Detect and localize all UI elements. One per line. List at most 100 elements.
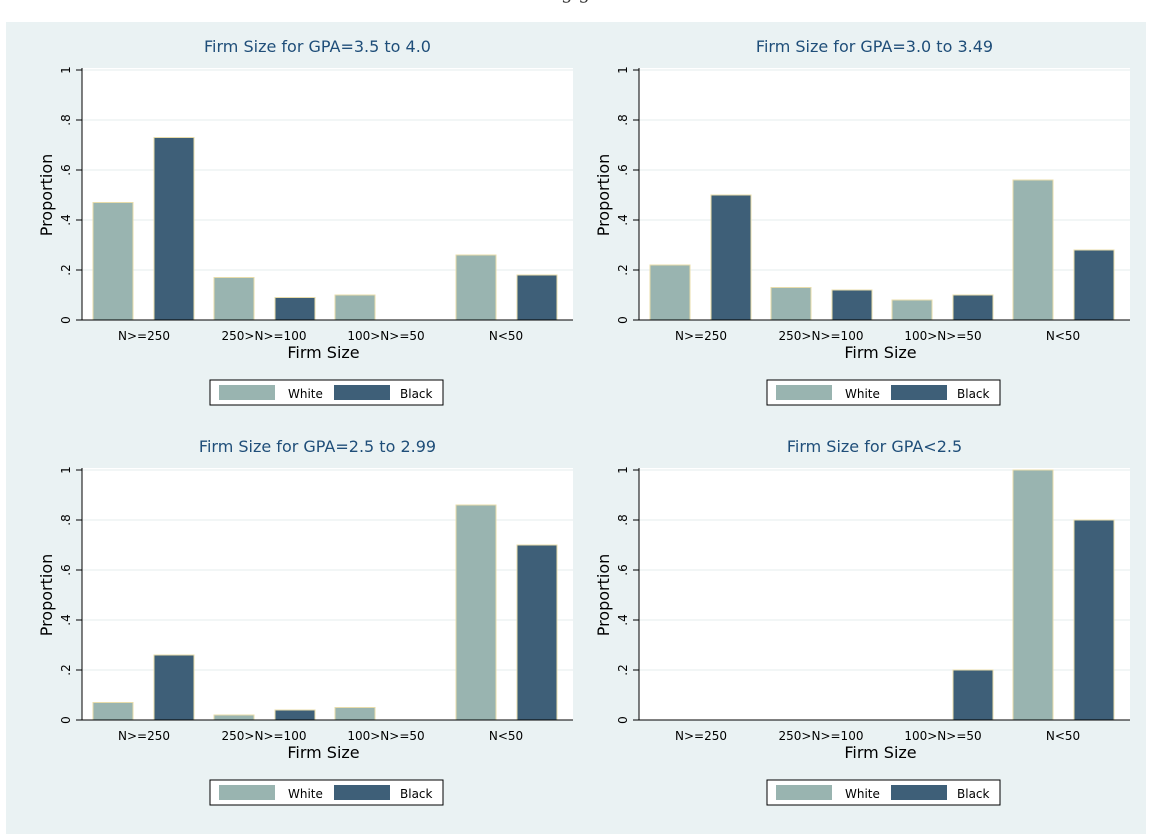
x-tick-label: 250>N>=100 [779, 729, 864, 743]
y-tick-label: 1 [59, 66, 73, 74]
bar-white-4 [1012, 469, 1054, 721]
bar-white-4 [1012, 179, 1054, 321]
bar-white-2 [770, 287, 812, 321]
bar-white-2 [213, 277, 255, 321]
y-tick-label: .4 [616, 214, 630, 225]
y-tick-label: 1 [59, 466, 73, 474]
legend-swatch-white [776, 385, 832, 400]
x-tick-label: 250>N>=100 [222, 329, 307, 343]
y-tick-label: 1 [616, 66, 630, 74]
y-tick-label: 0 [616, 316, 630, 324]
legend: White Black [766, 779, 1001, 806]
legend-label-black: Black [400, 787, 433, 801]
y-tick-label: .8 [59, 514, 73, 525]
x-tick-label: N>=250 [675, 329, 727, 343]
y-tick-label: .2 [616, 664, 630, 675]
x-tick-label: N>=250 [118, 329, 170, 343]
y-tick-label: .2 [59, 264, 73, 275]
chart-panel-1: Firm Size for GPA=3.5 to 4.0 0 .2 .4 .6 .8 1 Pr… [37, 37, 573, 406]
legend-swatch-white [219, 785, 275, 800]
plot-area [639, 468, 1130, 720]
bar-black-2 [274, 297, 316, 321]
x-tick-label: N<50 [1046, 729, 1080, 743]
chart-panel-3: Firm Size for GPA=2.5 to 2.99 0 .2 .4 .6 .8 1 P… [37, 437, 573, 806]
y-tick-label: .2 [616, 264, 630, 275]
y-tick-label: .6 [616, 564, 630, 575]
bar-white-4 [455, 504, 497, 721]
bar-black-4 [516, 274, 558, 321]
x-tick-label: 250>N>=100 [222, 729, 307, 743]
cut-off-figure-title: g g [0, 0, 1151, 4]
legend: White Black [766, 379, 1001, 406]
legend-swatch-white [219, 385, 275, 400]
bar-black-3 [952, 294, 994, 321]
legend-label-black: Black [957, 787, 990, 801]
chart-figure: Firm Size for GPA=3.5 to 4.0 0 .2 .4 .6 .8 1 Pr… [6, 22, 1146, 834]
legend-label-white: White [845, 387, 880, 401]
x-axis-label: Firm Size [287, 743, 359, 762]
y-tick-label: 0 [616, 716, 630, 724]
x-tick-label: N<50 [1046, 329, 1080, 343]
x-tick-label: N>=250 [118, 729, 170, 743]
x-tick-label: N>=250 [675, 729, 727, 743]
bar-white-3 [334, 294, 376, 321]
x-axis-label: Firm Size [287, 343, 359, 362]
bar-white-2 [213, 714, 255, 721]
bar-black-2 [274, 709, 316, 721]
y-axis-label: Proportion [594, 554, 613, 637]
bar-black-2 [831, 289, 873, 321]
x-tick-label: 100>N>=50 [904, 329, 981, 343]
x-tick-label: 100>N>=50 [904, 729, 981, 743]
chart-title: Firm Size for GPA=3.0 to 3.49 [756, 37, 993, 56]
y-tick-label: 0 [59, 716, 73, 724]
y-tick-label: .6 [59, 564, 73, 575]
chart-title: Firm Size for GPA<2.5 [787, 437, 962, 456]
legend-swatch-black [891, 385, 947, 400]
bar-black-1 [710, 194, 752, 321]
y-tick-label: .6 [616, 164, 630, 175]
chart-panel-2: Firm Size for GPA=3.0 to 3.49 0 .2 .4 .6 .8 1 P… [594, 37, 1130, 406]
x-tick-label: N<50 [489, 329, 523, 343]
x-tick-label: 100>N>=50 [347, 729, 424, 743]
y-tick-label: .2 [59, 664, 73, 675]
legend-swatch-black [891, 785, 947, 800]
y-tick-label: .8 [59, 114, 73, 125]
chart-title: Firm Size for GPA=2.5 to 2.99 [199, 437, 436, 456]
chart-canvas: Firm Size for GPA=3.5 to 4.0 0 .2 .4 .6 .8 1 Pr… [37, 37, 1130, 806]
legend-swatch-black [334, 785, 390, 800]
x-axis-label: Firm Size [844, 343, 916, 362]
y-axis-label: Proportion [37, 154, 56, 237]
legend-label-black: Black [957, 387, 990, 401]
chart-panel-4: Firm Size for GPA<2.5 0 .2 .4 .6 .8 1 Proportio… [594, 437, 1130, 806]
legend-swatch-white [776, 785, 832, 800]
bar-black-4 [1073, 249, 1115, 321]
y-axis-label: Proportion [594, 154, 613, 237]
x-tick-label: N<50 [489, 729, 523, 743]
y-tick-label: .4 [59, 214, 73, 225]
legend-label-white: White [288, 787, 323, 801]
bar-black-1 [153, 654, 195, 721]
legend-label-white: White [288, 387, 323, 401]
bar-black-4 [1073, 519, 1115, 721]
bar-black-3 [952, 669, 994, 721]
chart-title: Firm Size for GPA=3.5 to 4.0 [204, 37, 431, 56]
bar-white-4 [455, 254, 497, 321]
x-axis-label: Firm Size [844, 743, 916, 762]
y-tick-label: .8 [616, 114, 630, 125]
bar-black-1 [153, 137, 195, 321]
legend-label-white: White [845, 787, 880, 801]
legend-swatch-black [334, 385, 390, 400]
bar-white-3 [334, 707, 376, 721]
bar-white-1 [649, 264, 691, 321]
y-tick-label: .6 [59, 164, 73, 175]
bar-white-3 [891, 299, 933, 321]
bar-white-1 [92, 702, 134, 721]
legend: White Black [209, 379, 444, 406]
y-tick-label: .4 [616, 614, 630, 625]
legend: White Black [209, 779, 444, 806]
bar-white-1 [92, 202, 134, 321]
y-tick-label: .8 [616, 514, 630, 525]
y-tick-label: 1 [616, 466, 630, 474]
bar-black-4 [516, 544, 558, 721]
x-tick-label: 250>N>=100 [779, 329, 864, 343]
